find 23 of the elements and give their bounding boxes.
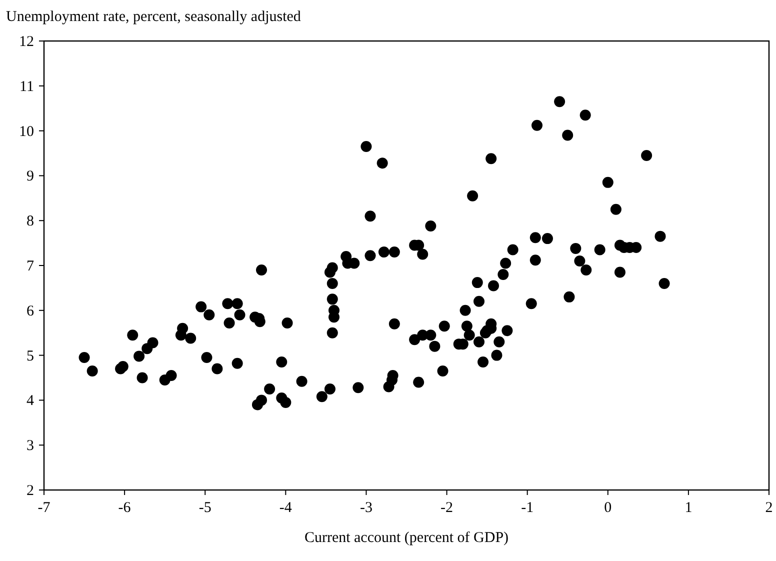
y-tick-label: 4 [26, 393, 34, 410]
x-tick-label: -1 [521, 500, 534, 516]
x-tick-label: 0 [604, 500, 612, 516]
y-tick-label: 2 [26, 483, 34, 499]
x-tick-label: -2 [440, 500, 454, 516]
x-tick-label: -7 [38, 500, 51, 516]
x-tick-label: 2 [765, 500, 773, 516]
y-tick-label: 8 [26, 214, 34, 230]
x-tick-label: 1 [684, 500, 692, 516]
y-tick-label: 10 [19, 124, 34, 140]
x-tick-label: -5 [198, 500, 212, 516]
y-tick-label: 7 [26, 258, 34, 274]
y-tick-label: 3 [26, 438, 34, 454]
x-axis-title: Current account (percent of GDP) [304, 530, 509, 546]
x-tick-label: -6 [118, 500, 132, 516]
x-tick-label: -3 [360, 500, 372, 516]
y-axis-title: Unemployment rate, percent, seasonally adjusted [6, 9, 302, 25]
y-tick-label: 6 [26, 303, 34, 320]
y-tick-label: 9 [26, 168, 34, 185]
y-tick-label: 11 [20, 78, 34, 95]
x-tick-label: -4 [279, 500, 292, 516]
y-tick-label: 12 [19, 34, 34, 50]
y-tick-label: 5 [26, 348, 34, 364]
